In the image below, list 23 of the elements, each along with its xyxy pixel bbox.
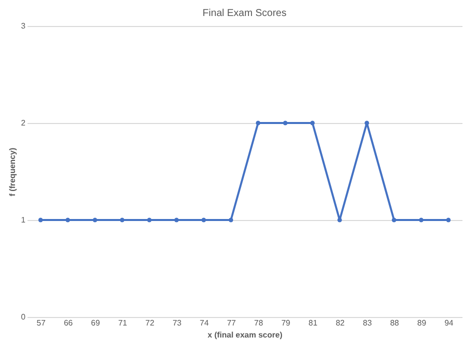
x-tick-label: 69 [91,318,100,328]
x-tick-label: 78 [254,318,264,328]
y-tick-label: 0 [21,312,26,322]
x-tick-label: 89 [417,318,427,328]
x-tick-label: 72 [145,318,155,328]
y-tick-label: 3 [21,22,26,30]
x-tick-label: 73 [172,318,182,328]
x-tick-label: 66 [64,318,74,328]
x-tick-label: 83 [362,318,372,328]
x-tick-label: 88 [390,318,400,328]
x-tick-label: 71 [118,318,128,328]
x-axis-title: x (final exam score) [208,330,283,340]
y-axis-title: f (frequency) [8,147,18,196]
x-tick-label: 82 [336,318,346,328]
x-tick-label: 81 [308,318,318,328]
y-tick-label: 1 [21,216,26,224]
chart-title: Final Exam Scores [202,8,286,19]
x-tick-label: 94 [444,318,454,328]
x-tick-label: 77 [226,318,236,328]
x-tick-label: 74 [200,318,210,328]
x-tick-label: 57 [36,318,46,328]
y-tick-label: 2 [21,118,26,128]
x-tick-label: 79 [281,318,291,328]
